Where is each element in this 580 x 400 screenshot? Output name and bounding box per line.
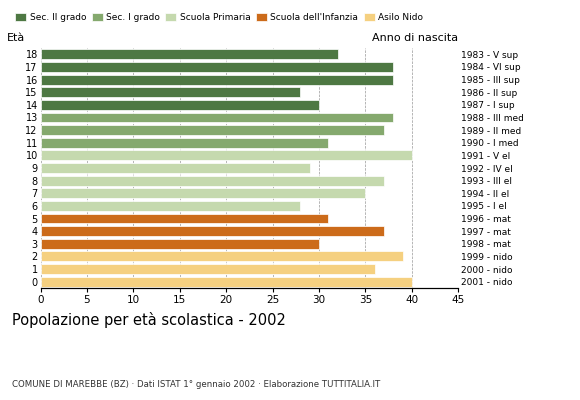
Bar xyxy=(41,252,403,261)
Bar xyxy=(41,125,384,135)
Legend: Sec. II grado, Sec. I grado, Scuola Primaria, Scuola dell'Infanzia, Asilo Nido: Sec. II grado, Sec. I grado, Scuola Prim… xyxy=(12,9,427,26)
Bar xyxy=(41,138,328,148)
Bar xyxy=(41,75,393,84)
Bar xyxy=(41,264,375,274)
Bar xyxy=(41,100,319,110)
Bar xyxy=(41,49,338,59)
Bar xyxy=(41,176,384,186)
Bar xyxy=(41,150,412,160)
Text: Popolazione per età scolastica - 2002: Popolazione per età scolastica - 2002 xyxy=(12,312,285,328)
Text: Età: Età xyxy=(7,33,26,43)
Bar xyxy=(41,226,384,236)
Bar xyxy=(41,214,328,224)
Bar xyxy=(41,277,412,287)
Bar xyxy=(41,112,393,122)
Bar xyxy=(41,87,300,97)
Bar xyxy=(41,62,393,72)
Bar xyxy=(41,201,300,211)
Bar xyxy=(41,163,310,173)
Bar xyxy=(41,188,365,198)
Text: Anno di nascita: Anno di nascita xyxy=(372,33,458,43)
Text: COMUNE DI MAREBBE (BZ) · Dati ISTAT 1° gennaio 2002 · Elaborazione TUTTITALIA.IT: COMUNE DI MAREBBE (BZ) · Dati ISTAT 1° g… xyxy=(12,380,380,389)
Bar xyxy=(41,239,319,249)
